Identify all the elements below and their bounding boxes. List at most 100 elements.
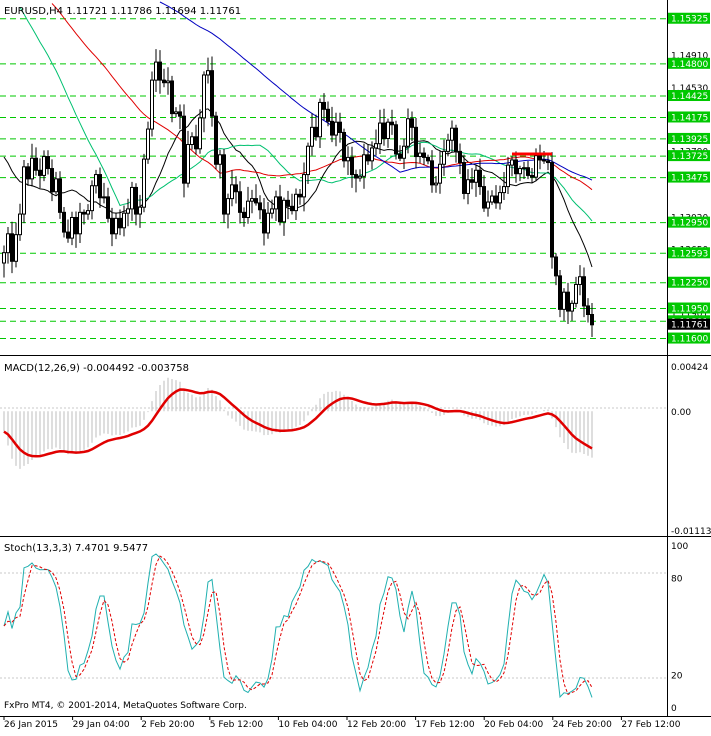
candle-body-29 [118,217,122,229]
stoch-axis-label-0: 100 [671,542,688,552]
candle-body-74 [298,193,302,198]
stoch-panel-header: Stoch(13,3,3) 7.4701 9.5477 [4,543,148,554]
candle-body-20 [82,211,86,215]
candle-body-37 [150,79,154,130]
horizontal-levels [0,18,667,340]
candle-body-117 [470,179,474,183]
candle-body-116 [466,179,470,194]
candle-body-42 [170,80,174,115]
candle-body-143 [574,283,578,304]
level-tag-8 [668,247,710,259]
candle-body-93 [374,143,378,149]
level-tag-9 [668,276,710,288]
level-tag-label-13: 1.11600 [671,335,708,345]
candle-body-108 [434,182,438,186]
candle-body-110 [442,150,446,165]
stoch-axis-label-3: 0 [671,704,677,714]
axis-labels: 1.149101.145301.137901.130201.126501.119… [3,12,711,730]
price-axis-label-5: 1.11901 [671,310,708,320]
candle-body-127 [510,159,514,166]
candle-body-67 [270,208,274,214]
candle-body-44 [178,111,182,117]
candle-body-120 [482,186,486,209]
candle-body-25 [102,196,106,199]
level-tag-7 [668,216,710,228]
candle-body-144 [578,276,582,285]
copyright-text: FxPro MT4, © 2001-2014, MetaQuotes Softw… [4,701,247,711]
level-tag-label-3: 1.14175 [671,113,708,123]
candle-body-97 [390,121,394,126]
level-tag-0 [668,12,710,24]
price-axis-label-1: 1.14530 [671,84,708,94]
level-tag-6 [668,171,710,183]
candle-body-89 [358,175,362,179]
candle-body-114 [458,150,462,164]
candle-body-8 [34,157,38,171]
level-tag-5 [668,150,710,162]
candle-body-123 [494,195,498,204]
candle-body-79 [318,101,322,138]
candle-body-122 [490,195,494,203]
time-axis-label-2: 2 Feb 20:00 [141,720,195,730]
candle-body-134 [538,155,542,161]
candle-body-133 [534,155,538,178]
time-axis-label-3: 5 Feb 12:00 [210,720,264,730]
candle-body-0 [2,252,6,264]
candle-body-55 [222,154,226,215]
candle-body-96 [386,121,390,140]
candle-body-23 [94,174,98,187]
candle-body-51 [206,70,210,76]
candle-body-43 [174,111,178,115]
candle-body-24 [98,174,102,199]
candle-body-59 [238,191,242,213]
candle-body-9 [38,169,42,176]
candle-body-113 [454,127,458,152]
price-axis-label-0: 1.14910 [671,51,708,61]
candle-body-135 [542,159,546,162]
candle-body-5 [22,166,26,215]
candle-body-118 [474,169,478,183]
candle-body-104 [418,152,422,158]
candle-body-121 [486,201,490,209]
candle-body-58 [234,184,238,193]
candle-body-61 [246,200,250,218]
level-tag-label-4: 1.13925 [671,135,708,145]
time-axis-label-9: 27 Feb 12:00 [621,720,680,730]
candle-body-94 [378,122,382,145]
candle-body-72 [290,205,294,212]
candle-body-83 [334,121,338,136]
candle-body-30 [122,212,126,229]
level-tag-label-5: 1.13725 [671,152,708,162]
candle-body-36 [146,128,150,160]
macd-axis-label-1: 0.00 [671,408,691,418]
candle-body-77 [310,126,314,147]
candle-body-14 [58,178,62,213]
candle-body-80 [322,101,326,110]
stoch-axis-label-2: 20 [671,672,683,682]
macd-axis-label-0: 0.00424 [671,363,708,373]
macd-axis-label-2: -0.011138 [671,527,711,537]
candle-body-52 [210,70,214,117]
candle-body-33 [134,186,138,215]
candle-body-62 [250,198,254,202]
candle-body-100 [402,145,406,159]
candle-body-39 [158,61,162,81]
candle-body-81 [326,108,330,122]
candle-body-82 [330,120,334,136]
candle-body-45 [182,115,186,184]
candle-body-46 [186,144,190,184]
candle-body-141 [566,291,570,312]
level-tag-12 [668,318,710,330]
candlesticks [2,49,594,338]
candle-body-6 [26,166,30,180]
candle-body-142 [570,302,574,312]
candle-body-87 [350,156,354,176]
candle-body-73 [294,193,298,212]
candle-body-124 [498,192,502,204]
candle-body-98 [394,124,398,155]
candle-body-105 [422,152,426,158]
time-axis-label-1: 29 Jan 04:00 [73,720,130,730]
